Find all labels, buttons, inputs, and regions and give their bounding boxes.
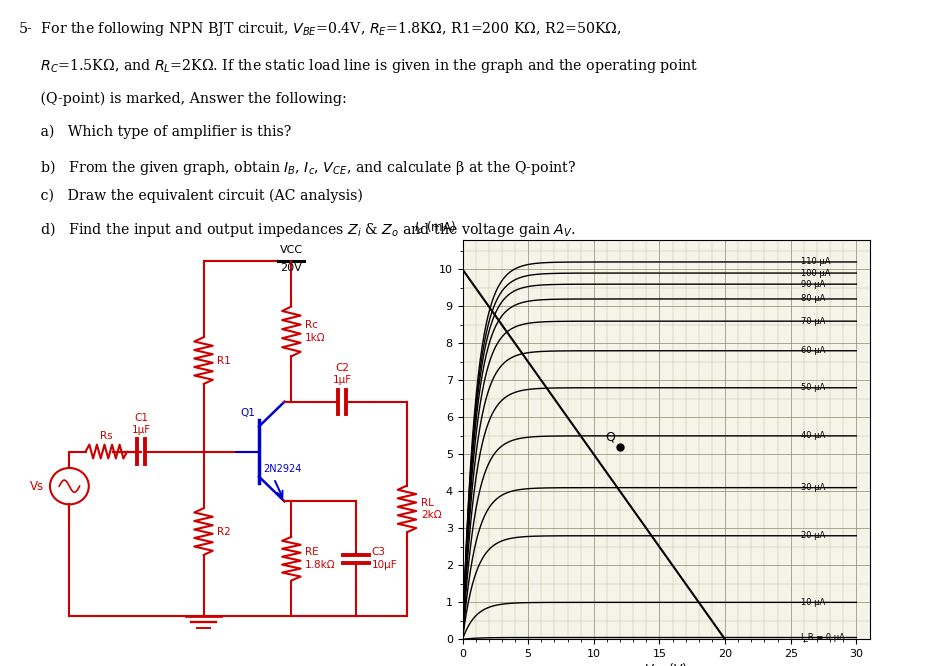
Text: RE
1.8kΩ: RE 1.8kΩ xyxy=(305,547,336,570)
Text: RL
2kΩ: RL 2kΩ xyxy=(421,498,441,520)
Text: 60 μA: 60 μA xyxy=(801,346,826,355)
Text: 50 μA: 50 μA xyxy=(801,383,825,392)
Text: VCC: VCC xyxy=(279,246,303,256)
Text: Q: Q xyxy=(605,430,615,444)
Text: (Q-point) is marked, Answer the following:: (Q-point) is marked, Answer the followin… xyxy=(18,92,348,106)
Text: 70 μA: 70 μA xyxy=(801,316,826,326)
Text: 90 μA: 90 μA xyxy=(801,280,825,288)
Text: Rs: Rs xyxy=(100,431,113,441)
Text: 5-  For the following NPN BJT circuit, $V_{BE}$=0.4V, $R_E$=1.8KΩ, R1=200 KΩ, R2: 5- For the following NPN BJT circuit, $V… xyxy=(18,19,622,37)
Text: 110 μA: 110 μA xyxy=(801,258,831,266)
Text: I_B = 0 μA: I_B = 0 μA xyxy=(801,633,845,642)
Text: Vs: Vs xyxy=(30,480,44,493)
Text: 30 μA: 30 μA xyxy=(801,483,826,492)
Text: Rc
1kΩ: Rc 1kΩ xyxy=(305,320,326,342)
Text: b)   From the given graph, obtain $I_B$, $I_c$, $V_{CE}$, and calculate β at the: b) From the given graph, obtain $I_B$, $… xyxy=(18,158,577,177)
Text: C2
1μF: C2 1μF xyxy=(333,363,352,386)
Text: 2N2924: 2N2924 xyxy=(264,464,302,474)
Text: 40 μA: 40 μA xyxy=(801,432,825,440)
Text: C3
10μF: C3 10μF xyxy=(372,547,398,570)
Text: c)   Draw the equivalent circuit (AC analysis): c) Draw the equivalent circuit (AC analy… xyxy=(18,189,364,203)
X-axis label: $V_{CE}$ (V): $V_{CE}$ (V) xyxy=(644,662,688,666)
Text: Q1: Q1 xyxy=(240,408,255,418)
Text: d)   Find the input and output impedances $Z_i$ & $Z_o$ and the voltage gain $A_: d) Find the input and output impedances … xyxy=(18,220,576,239)
Text: 100 μA: 100 μA xyxy=(801,268,831,278)
Text: $R_C$=1.5KΩ, and $R_L$=2KΩ. If the static load line is given in the graph and th: $R_C$=1.5KΩ, and $R_L$=2KΩ. If the stati… xyxy=(18,57,698,75)
Text: R2: R2 xyxy=(217,527,231,537)
Text: 20 μA: 20 μA xyxy=(801,531,825,540)
Text: 20V: 20V xyxy=(280,263,302,273)
Text: 10 μA: 10 μA xyxy=(801,598,825,607)
Text: R1: R1 xyxy=(217,356,231,366)
Text: 80 μA: 80 μA xyxy=(801,294,826,304)
Text: C1
1μF: C1 1μF xyxy=(131,413,151,435)
Text: $I_c$ (mA): $I_c$ (mA) xyxy=(413,220,455,236)
Text: a)   Which type of amplifier is this?: a) Which type of amplifier is this? xyxy=(18,125,291,139)
